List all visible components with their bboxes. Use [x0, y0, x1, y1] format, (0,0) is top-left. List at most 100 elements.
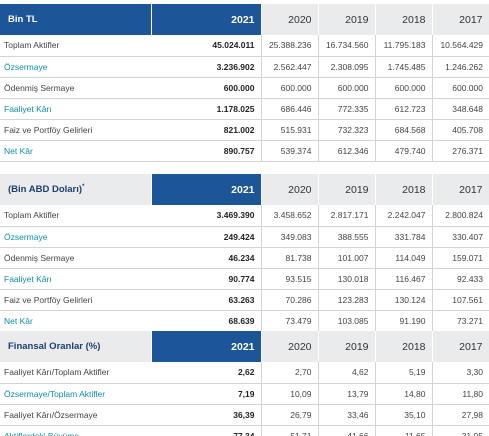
row-label: Faaliyet Kârı [0, 268, 151, 290]
row-label: Aktiflerdeki Büyüme [0, 425, 151, 436]
footnote-marker: * [82, 183, 85, 190]
table-title-text: Finansal Oranlar (%) [8, 341, 101, 352]
value-cell-2019: 41,66 [318, 425, 376, 436]
value-cell-2018: 684.568 [375, 119, 433, 141]
value-cell-2021: 821.002 [151, 119, 262, 141]
row-label: Toplam Aktifler [0, 35, 151, 57]
value-cell-2019: 130.018 [318, 268, 376, 290]
value-cell-2020: 26,79 [261, 404, 319, 426]
value-cell-2018: 35,10 [375, 404, 433, 426]
year-header-2021: 2021 [151, 4, 262, 35]
value-cell-2020: 73.479 [261, 310, 319, 332]
value-cell-2021: 36,39 [151, 404, 262, 426]
year-header-2020: 2020 [261, 174, 319, 205]
row-label: Faaliyet Kârı/Toplam Aktifler [0, 362, 151, 384]
value-cell-2018: 1.745.485 [375, 56, 433, 78]
table-row: Toplam Aktifler 45.024.011 25.388.236 16.73… [0, 35, 489, 57]
value-cell-2017: 3,30 [432, 362, 489, 384]
value-cell-2019: 101.007 [318, 247, 376, 269]
table-row: Özsermaye 3.236.902 2.562.447 2.308.095 1.74… [0, 56, 489, 78]
value-cell-2021: 46.234 [151, 247, 262, 269]
table-header-row: (Bin ABD Doları)* 2021 2020 2019 2018 2017 [0, 174, 489, 205]
value-cell-2021: 890.757 [151, 140, 262, 162]
table-row: Faaliyet Kârı/Özsermaye 36,39 26,79 33,46 35… [0, 404, 489, 426]
table-row: Net Kâr 890.757 539.374 612.346 479.740 276.3… [0, 140, 489, 162]
value-cell-2020: 93.515 [261, 268, 319, 290]
value-cell-2021: 45.024.011 [151, 35, 262, 57]
row-label: Özsermaye/Toplam Aktifler [0, 383, 151, 405]
value-cell-2017: 107.561 [432, 289, 489, 311]
value-cell-2018: 5,19 [375, 362, 433, 384]
value-cell-2019: 600.000 [318, 77, 376, 99]
value-cell-2020: 51,71 [261, 425, 319, 436]
value-cell-2019: 772.335 [318, 98, 376, 120]
value-cell-2018: 130.124 [375, 289, 433, 311]
row-label: Toplam Aktifler [0, 205, 151, 227]
row-label: Faaliyet Kârı [0, 98, 151, 120]
table-title: Bin TL [0, 4, 152, 35]
value-cell-2018: 11,65 [375, 425, 433, 436]
value-cell-2020: 2.562.447 [261, 56, 319, 78]
value-cell-2019: 33,46 [318, 404, 376, 426]
value-cell-2018: 479.740 [375, 140, 433, 162]
table-row: Toplam Aktifler 3.469.390 3.458.652 2.817.1… [0, 205, 489, 227]
value-cell-2019: 123.283 [318, 289, 376, 311]
table-row: Faaliyet Kârı/Toplam Aktifler 2,62 2,70 4,6… [0, 362, 489, 384]
table-row: Ödenmiş Sermaye 46.234 81.738 101.007 114.04… [0, 247, 489, 269]
row-label: Faiz ve Portföy Gelirleri [0, 119, 151, 141]
year-header-2018: 2018 [375, 331, 433, 362]
value-cell-2018: 331.784 [375, 226, 433, 248]
value-cell-2018: 114.049 [375, 247, 433, 269]
value-cell-2020: 539.374 [261, 140, 319, 162]
row-label: Faaliyet Kârı/Özsermaye [0, 404, 151, 426]
value-cell-2018: 14,80 [375, 383, 433, 405]
row-label: Özsermaye [0, 56, 151, 78]
value-cell-2019: 16.734.560 [318, 35, 376, 57]
table-title-text: (Bin ABD Doları) [8, 184, 83, 196]
value-cell-2017: 330.407 [432, 226, 489, 248]
value-cell-2021: 90.774 [151, 268, 262, 290]
table-row: Özsermaye/Toplam Aktifler 7,19 10,09 13,79 1… [0, 383, 489, 405]
table-title-text: Bin TL [8, 14, 38, 25]
value-cell-2019: 13,79 [318, 383, 376, 405]
table-bin-abd-dolari: (Bin ABD Doları)* 2021 2020 2019 2018 2017 To… [0, 174, 489, 332]
value-cell-2020: 515.931 [261, 119, 319, 141]
value-cell-2019: 4,62 [318, 362, 376, 384]
table-title: Finansal Oranlar (%) [0, 331, 152, 362]
value-cell-2017: 348.648 [432, 98, 489, 120]
value-cell-2018: 91.190 [375, 310, 433, 332]
value-cell-2020: 25.388.236 [261, 35, 319, 57]
value-cell-2017: 27,98 [432, 404, 489, 426]
table-bin-tl: Bin TL 2021 2020 2019 2018 2017 Toplam Aktifl… [0, 4, 489, 162]
value-cell-2019: 732.323 [318, 119, 376, 141]
value-cell-2017: 73.271 [432, 310, 489, 332]
value-cell-2017: 31,95 [432, 425, 489, 436]
value-cell-2018: 600.000 [375, 77, 433, 99]
year-header-2020: 2020 [261, 4, 319, 35]
value-cell-2020: 2,70 [261, 362, 319, 384]
value-cell-2018: 612.723 [375, 98, 433, 120]
table-header-row: Bin TL 2021 2020 2019 2018 2017 [0, 4, 489, 35]
value-cell-2020: 10,09 [261, 383, 319, 405]
value-cell-2021: 3.469.390 [151, 205, 262, 227]
value-cell-2021: 68.639 [151, 310, 262, 332]
year-header-2019: 2019 [318, 331, 376, 362]
value-cell-2018: 116.467 [375, 268, 433, 290]
table-row: Faiz ve Portföy Gelirleri 821.002 515.931 7… [0, 119, 489, 141]
value-cell-2021: 77,34 [151, 425, 262, 436]
value-cell-2020: 686.446 [261, 98, 319, 120]
row-label: Ödenmiş Sermaye [0, 77, 151, 99]
value-cell-2021: 7,19 [151, 383, 262, 405]
value-cell-2021: 63.263 [151, 289, 262, 311]
value-cell-2021: 1.178.025 [151, 98, 262, 120]
year-header-2020: 2020 [261, 331, 319, 362]
year-header-2019: 2019 [318, 174, 376, 205]
year-header-2019: 2019 [318, 4, 376, 35]
table-row: Faaliyet Kârı 1.178.025 686.446 772.335 612.… [0, 98, 489, 120]
table-header-row: Finansal Oranlar (%) 2021 2020 2019 2018 2017 [0, 331, 489, 362]
year-header-2018: 2018 [375, 174, 433, 205]
table-row: Net Kâr 68.639 73.479 103.085 91.190 73.271 [0, 310, 489, 332]
value-cell-2017: 2.800.824 [432, 205, 489, 227]
year-header-2018: 2018 [375, 4, 433, 35]
value-cell-2020: 70.286 [261, 289, 319, 311]
